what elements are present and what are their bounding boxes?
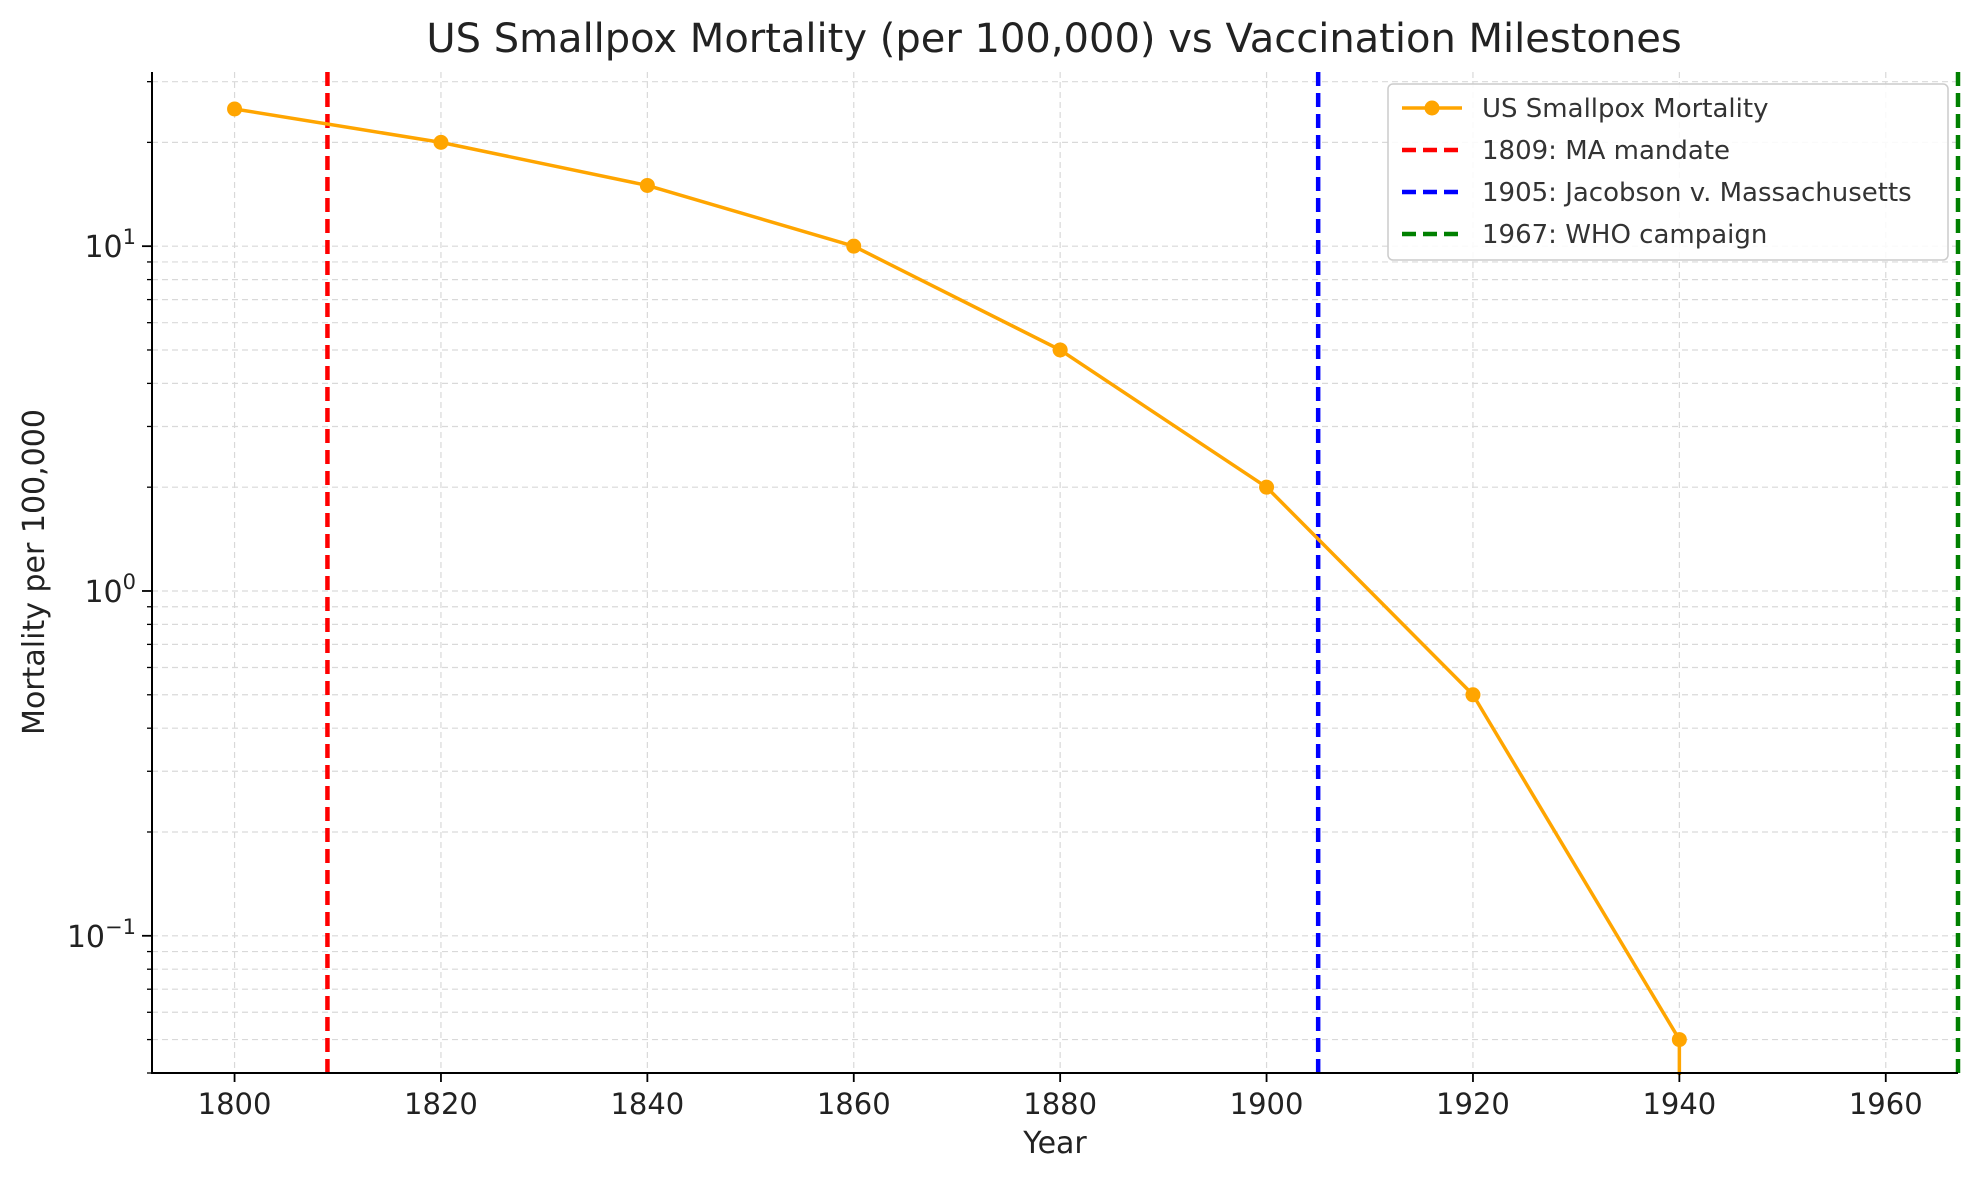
x-tick-label: 1940 xyxy=(1642,1087,1716,1121)
y-tick-label-exponent: 0 xyxy=(123,570,136,594)
data-point xyxy=(433,134,449,150)
x-tick-label: 1900 xyxy=(1230,1087,1304,1121)
series-layer xyxy=(227,101,1687,1075)
x-tick-label: 1920 xyxy=(1436,1087,1510,1121)
y-tick-label-exponent: −1 xyxy=(105,915,136,939)
y-tick-label-base: 10 xyxy=(67,920,105,955)
y-tick-label: 101 xyxy=(84,225,136,265)
y-axis-label: Mortality per 100,000 xyxy=(17,409,52,735)
data-point xyxy=(846,238,862,254)
y-tick-label-base: 10 xyxy=(84,575,122,610)
legend-entry-label: US Smallpox Mortality xyxy=(1482,94,1768,124)
y-tick-label: 100 xyxy=(84,570,136,610)
grid-layer xyxy=(152,72,1958,1074)
legend-entry-label: 1967: WHO campaign xyxy=(1482,220,1767,250)
y-tick-label: 10−1 xyxy=(67,915,136,955)
y-tick-label-base: 10 xyxy=(84,230,122,265)
data-point xyxy=(639,177,655,193)
x-tick-label: 1960 xyxy=(1849,1087,1923,1121)
y-tick-label-exponent: 1 xyxy=(123,225,136,249)
legend-entry-label: 1809: MA mandate xyxy=(1482,136,1730,166)
data-point xyxy=(1671,1032,1687,1048)
x-tick-label: 1800 xyxy=(198,1087,272,1121)
legend-box xyxy=(1387,83,1949,261)
chart-title: US Smallpox Mortality (per 100,000) vs V… xyxy=(426,16,1681,62)
data-point xyxy=(1259,479,1275,495)
x-tick-label: 1820 xyxy=(404,1087,478,1121)
legend-entry-label: 1905: Jacobson v. Massachusetts xyxy=(1482,178,1912,208)
x-tick-label: 1880 xyxy=(1023,1087,1097,1121)
x-tick-label: 1860 xyxy=(817,1087,891,1121)
legend: US Smallpox Mortality 1809: MA mandate 190… xyxy=(1387,83,1949,261)
data-point xyxy=(227,101,243,117)
data-point xyxy=(1465,687,1481,703)
x-tick-label: 1840 xyxy=(610,1087,684,1121)
data-point xyxy=(1052,342,1068,358)
x-axis-label: Year xyxy=(1022,1126,1087,1161)
axes-layer: 1800 1820 1840 1860 1880 1900 1920 1940 196010−1… xyxy=(67,72,1958,1121)
legend-series-marker xyxy=(1424,100,1440,116)
